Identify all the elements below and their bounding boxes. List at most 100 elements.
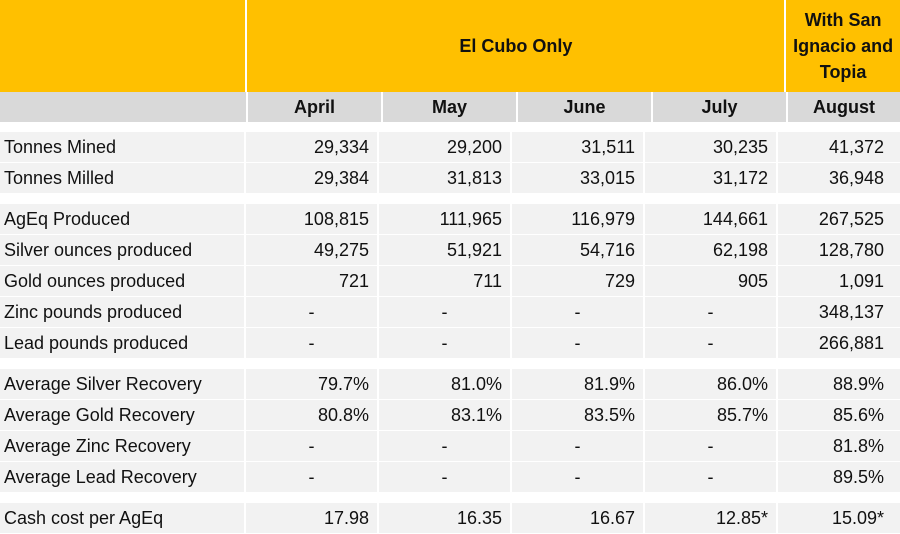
table-row: Silver ounces produced 49,275 51,921 54,716… [0,235,900,266]
table-cell: - [379,431,512,461]
table-cell: 16.67 [512,503,645,533]
table-cell: - [379,328,512,358]
month-header-row: April May June July August [0,92,900,122]
section-spacer [0,194,900,204]
row-label: Lead pounds produced [0,328,246,358]
table-cell: 711 [379,266,512,296]
table-cell: 80.8% [246,400,379,430]
table-cell: 81.8% [832,435,884,456]
table-row: Average Zinc Recovery - - - -81.8% [0,431,900,462]
table-cell: 31,511 [512,132,645,162]
table-row: Gold ounces produced 721 711 729 905 1,091 [0,266,900,297]
header-row: El Cubo Only With San Ignacio and Topia [0,0,900,92]
table-cell: - [246,328,379,358]
row-label: Gold ounces produced [0,266,246,296]
row-label: Tonnes Milled [0,163,246,193]
month-august: August [813,96,875,117]
table-cell: 31,172 [645,163,778,193]
table-cell: 54,716 [512,235,645,265]
table-cell: 41,372 [828,136,884,157]
table-cell: 128,780 [818,239,884,260]
table-cell: - [379,297,512,327]
row-label: Tonnes Mined [0,132,246,162]
table-row: Cash cost per AgEq 17.98 16.35 16.67 12.85* 1… [0,503,900,534]
table-row: Average Silver Recovery 79.7% 81.0% 81.9% 86… [0,369,900,400]
month-july: July [653,92,788,122]
header-blank-cell [0,0,248,92]
header-with-san-ignacio-topia: With San Ignacio and Topia [786,0,900,92]
header-with-line2: Ignacio and [793,36,894,56]
table-body: Tonnes Mined 29,334 29,200 31,511 30,235 41,3… [0,122,900,534]
table-row: Lead pounds produced - - - -266,881 [0,328,900,359]
table-cell: 29,334 [246,132,379,162]
row-label: Average Gold Recovery [0,400,246,430]
table-cell: 31,813 [379,163,512,193]
table-cell: 267,525 [818,208,884,229]
table-cell: 29,384 [246,163,379,193]
header-el-cubo-only: El Cubo Only [247,0,787,92]
table-cell: 16.35 [379,503,512,533]
table-cell: 33,015 [512,163,645,193]
row-label: AgEq Produced [0,204,246,234]
table-cell: - [512,462,645,492]
table-cell: - [512,297,645,327]
table-cell: 111,965 [379,204,512,234]
table-cell: 81.0% [379,369,512,399]
month-june: June [518,92,653,122]
table-row: Zinc pounds produced - - - -348,137 [0,297,900,328]
row-label: Cash cost per AgEq [0,503,246,533]
table-cell: 36,948 [828,167,884,188]
table-cell: 83.1% [379,400,512,430]
table-cell: - [645,431,778,461]
table-row: Tonnes Mined 29,334 29,200 31,511 30,235 41,3… [0,132,900,163]
table-cell: - [379,462,512,492]
table-cell: 30,235 [645,132,778,162]
row-label: Average Lead Recovery [0,462,246,492]
table-cell: 49,275 [246,235,379,265]
table-cell: 905 [645,266,778,296]
table-cell: 81.9% [512,369,645,399]
table-cell: 83.5% [512,400,645,430]
section-spacer [0,359,900,369]
table-cell: 62,198 [645,235,778,265]
table-cell: - [645,297,778,327]
header-with-line1: With San [804,10,882,30]
month-may: May [383,92,518,122]
month-april: April [248,92,383,122]
table-cell: - [645,328,778,358]
table-cell: 89.5% [832,466,884,487]
table-cell: 79.7% [246,369,379,399]
section-spacer [0,493,900,503]
table-cell: 88.9% [832,373,884,394]
table-cell: 15.09* [831,507,884,528]
table-row: Average Lead Recovery - - - -89.5% [0,462,900,493]
row-label: Average Zinc Recovery [0,431,246,461]
table-cell: - [246,462,379,492]
table-cell: 17.98 [246,503,379,533]
section-spacer [0,122,900,132]
table-cell: - [512,431,645,461]
table-cell: 86.0% [645,369,778,399]
table-cell: 348,137 [818,301,884,322]
table-row: AgEq Produced 108,815 111,965 116,979 144,66… [0,204,900,235]
table-cell: 85.7% [645,400,778,430]
table-cell: 108,815 [246,204,379,234]
row-label: Silver ounces produced [0,235,246,265]
table-cell: 116,979 [512,204,645,234]
row-label: Average Silver Recovery [0,369,246,399]
table-cell: - [512,328,645,358]
month-header-blank [0,92,248,122]
table-cell: 51,921 [379,235,512,265]
table-row: Tonnes Milled 29,384 31,813 33,015 31,172 36,… [0,163,900,194]
header-with-line3: Topia [819,62,867,82]
table-cell: - [246,431,379,461]
table-cell: - [645,462,778,492]
row-label: Zinc pounds produced [0,297,246,327]
table-cell: 1,091 [838,270,884,291]
table-cell: 721 [246,266,379,296]
table-cell: 266,881 [818,332,884,353]
table-cell: 29,200 [379,132,512,162]
table-cell: 729 [512,266,645,296]
table-cell: - [246,297,379,327]
